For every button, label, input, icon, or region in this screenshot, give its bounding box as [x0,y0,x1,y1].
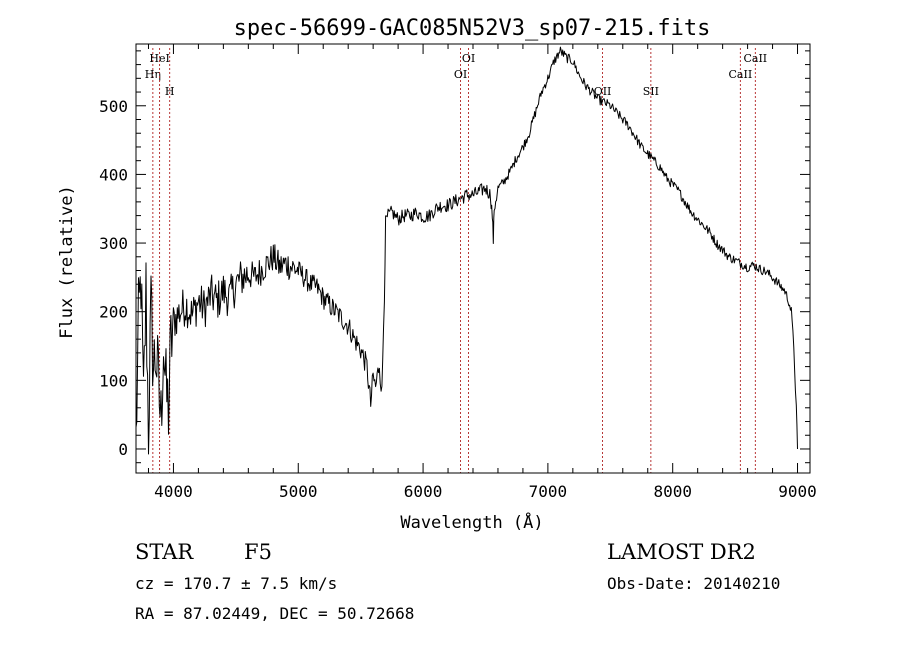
object-subclass: F5 [244,540,272,564]
line-label: CaII [729,68,753,81]
chart-title: spec-56699-GAC085N52V3_sp07-215.fits [234,16,711,41]
x-tick-label: 6000 [404,482,443,501]
x-tick-label: 9000 [778,482,817,501]
spectrum-line [135,46,798,455]
line-label: CaII [743,52,767,65]
y-tick-label: 300 [99,234,128,253]
y-axis-label: Flux (relative) [57,185,77,339]
obs-date: Obs-Date: 20140210 [607,574,781,593]
line-label: SII [643,85,659,98]
y-tick-label: 0 [118,440,128,459]
plot-frame [135,43,811,474]
x-axis-label: Wavelength (Å) [400,511,543,533]
survey-name: LAMOST DR2 [607,540,756,564]
line-label: HeI [149,52,169,65]
x-tick-label: 7000 [529,482,568,501]
y-tick-label: 400 [99,165,128,184]
y-tick-label: 200 [99,303,128,322]
object-class: STAR [135,540,194,564]
x-tick-label: 4000 [154,482,193,501]
coordinates: RA = 87.02449, DEC = 50.72668 [135,604,415,623]
redshift-text: cz = 170.7 ± 7.5 km/s [135,574,338,593]
plot-area: 4000 5000 6000 7000 8000 9000 0 100 200 300 400 500… [99,44,817,501]
line-label: H [165,85,175,98]
line-label: Hη [145,68,161,81]
y-tick-label: 500 [99,97,128,116]
x-tick-label: 8000 [653,482,692,501]
line-label: OI [462,52,475,65]
line-label: OI [454,68,467,81]
y-tick-label: 100 [99,371,128,390]
x-tick-label: 5000 [279,482,318,501]
